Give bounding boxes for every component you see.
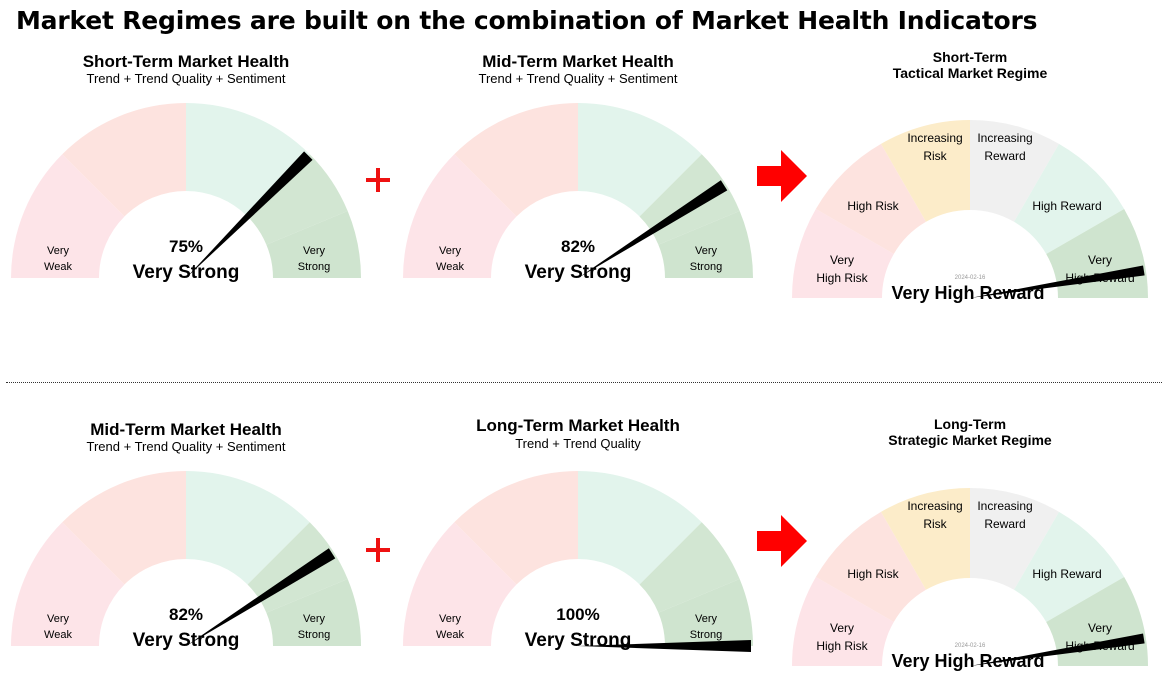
gauge-subtitle: Trend + Trend Quality + Sentiment [478,71,678,86]
gauge-needle [186,548,336,646]
regime-date: 2024-02-16 [955,275,986,281]
gauge-status: Very Strong [525,262,632,283]
regime-status: Very High Reward [891,283,1044,303]
gauge-segment [658,579,753,646]
gauge-right-label: Very [303,613,326,625]
gauge-title: Mid-Term Market Health [90,420,282,439]
arrow-right-icon [757,515,807,567]
regime-segment [970,488,1059,590]
regime-segment-label: High Risk [847,567,899,581]
gauge-right-label: Very [695,245,718,257]
gauge-value: 100% [556,605,599,624]
regime-status: Very High Reward [891,651,1044,671]
regime-segment-label: Reward [984,517,1025,531]
regime-segment [970,120,1059,222]
regime-segment [815,143,926,254]
regime-segment-label: High Risk [847,199,899,213]
gauge-segment [11,522,125,646]
gauge-segment [454,471,578,585]
gauge-title: Long-Term Market Health [476,416,680,435]
gauge-value: 75% [169,237,203,256]
regime-segment-label: Very [1088,621,1112,635]
gauge-segment [186,471,310,585]
gauge-segment [11,154,125,278]
gauge-left-label: Weak [436,261,464,273]
gauge-left-label: Very [439,245,462,257]
arrow-right-icon [757,150,807,202]
regime-segment-label: High Risk [816,639,868,653]
regime-segment-label: Very [830,253,854,267]
regime-segment [881,120,970,222]
regime-segment [792,577,894,666]
gauge-right-label: Strong [298,261,330,273]
regime-segment-label: High Reward [1032,199,1101,213]
regime-segment-label: Very [1088,253,1112,267]
plus-icon [366,168,390,192]
gauge-subtitle: Trend + Trend Quality + Sentiment [86,439,286,454]
gauge-needle [578,180,728,278]
regime-segment-label: Risk [923,517,947,531]
gauge-left-label: Weak [44,261,72,273]
row-divider [6,382,1162,383]
gauge-needle [186,151,313,278]
regime-title-line1: Short-Term [932,49,1008,65]
gauge-left-label: Very [47,245,70,257]
gauge-status: Very Strong [133,630,240,651]
gauge-left-label: Very [47,613,70,625]
regime-title-line2: Tactical Market Regime [892,65,1048,81]
gauge-left-label: Weak [44,629,72,641]
gauge-segment [658,211,753,278]
gauge-left-label: Very [439,613,462,625]
gauge-segment [403,154,517,278]
gauge-segment [62,471,186,585]
gauge-segment [247,154,348,245]
gauge-right-label: Very [303,245,326,257]
gauge-status: Very Strong [133,262,240,283]
gauge-title: Short-Term Market Health [82,52,290,71]
gauge-segment [266,579,361,646]
regime-segment-label: Reward [984,149,1025,163]
regime-needle [970,265,1145,298]
regime-segment [881,488,970,590]
regime-segment [815,511,926,622]
gauge-segment [62,103,186,217]
gauge-segment [639,522,740,613]
main-title: Market Regimes are built on the combinat… [16,6,1038,35]
gauge-value: 82% [561,237,595,256]
gauge-segment [186,103,310,217]
regime-segment-label: Increasing [907,131,962,145]
regime-date: 2024-02-16 [955,643,986,649]
regime-segment-label: Risk [923,149,947,163]
regime-title-line2: Strategic Market Regime [888,432,1052,448]
gauge-status: Very Strong [525,630,632,651]
gauge-value: 82% [169,605,203,624]
gauge-subtitle: Trend + Trend Quality [515,436,641,451]
plus-icon [366,538,390,562]
regime-segment-label: High Risk [816,271,868,285]
gauge-segment [266,211,361,278]
gauge-segment [454,103,578,217]
regime-segment-label: Very [830,621,854,635]
regime-segment-label: High Reward [1032,567,1101,581]
gauge-needle [578,640,751,652]
gauge-right-label: Strong [690,629,722,641]
regime-segment [792,209,894,298]
gauge-right-label: Strong [298,629,330,641]
gauge-title: Mid-Term Market Health [482,52,674,71]
gauge-right-label: Strong [690,261,722,273]
gauge-left-label: Weak [436,629,464,641]
regime-needle [970,633,1145,666]
gauge-subtitle: Trend + Trend Quality + Sentiment [86,71,286,86]
regime-segment-label: Increasing [977,499,1032,513]
regime-segment-label: Increasing [977,131,1032,145]
gauge-segment [403,522,517,646]
gauge-segment [578,103,702,217]
regime-title-line1: Long-Term [933,416,1007,432]
regime-segment [1014,511,1125,622]
gauge-segment [578,471,702,585]
gauge-right-label: Very [695,613,718,625]
regime-segment-label: Increasing [907,499,962,513]
regime-segment [1014,143,1125,254]
